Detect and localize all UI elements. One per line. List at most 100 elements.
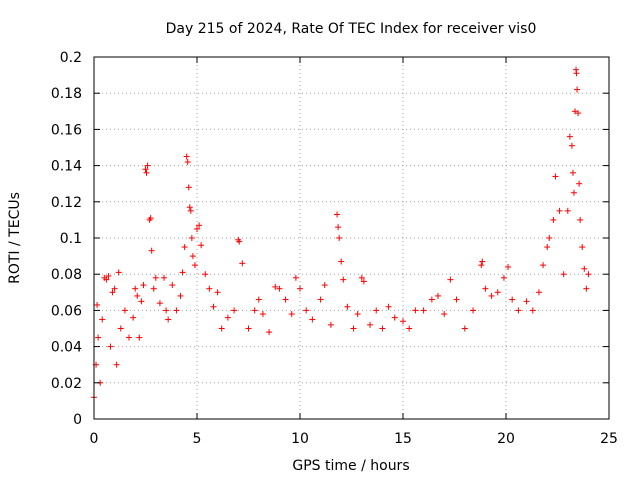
data-point: [566, 133, 573, 140]
data-point: [187, 207, 194, 214]
data-point: [441, 311, 448, 318]
data-point: [292, 274, 299, 281]
x-tick-label: 15: [394, 431, 412, 447]
data-point: [169, 282, 176, 289]
data-point: [500, 274, 507, 281]
grid: [94, 57, 609, 419]
data-point: [354, 311, 361, 318]
data-point: [529, 307, 536, 314]
data-point: [523, 298, 530, 305]
data-point: [109, 289, 116, 296]
x-tick-label: 25: [600, 431, 618, 447]
data-point: [317, 296, 324, 303]
data-point: [350, 325, 357, 332]
data-point: [564, 207, 571, 214]
chart-title: Day 215 of 2024, Rate Of TEC Index for r…: [166, 21, 537, 37]
data-point: [556, 207, 563, 214]
data-point: [544, 244, 551, 251]
data-point: [142, 166, 149, 173]
data-point: [367, 321, 374, 328]
data-point: [550, 216, 557, 223]
data-point: [488, 292, 495, 299]
data-point: [136, 334, 143, 341]
data-point: [179, 269, 186, 276]
data-point: [358, 274, 365, 281]
data-point: [574, 86, 581, 93]
x-axis-label: GPS time / hours: [292, 458, 409, 474]
data-point: [140, 282, 147, 289]
data-point: [336, 235, 343, 241]
data-point: [198, 242, 205, 249]
y-tick-label: 0.08: [51, 267, 82, 283]
x-tick-label: 20: [497, 431, 515, 447]
data-point: [552, 173, 559, 180]
data-point: [470, 307, 477, 314]
data-point: [113, 361, 120, 368]
data-point: [94, 301, 101, 308]
data-point: [400, 318, 406, 325]
data-point: [335, 224, 342, 231]
data-point: [573, 70, 580, 77]
data-point: [194, 225, 200, 232]
y-tick-label: 0.12: [51, 195, 82, 211]
y-tick-labels: 0 0.02 0.04 0.06 0.08 0.1 0.12 0.14 0.16 0.18 0.2: [51, 50, 82, 428]
data-point: [186, 204, 193, 211]
data-point: [581, 265, 588, 272]
data-point: [132, 285, 139, 292]
data-point: [189, 253, 196, 260]
data-point: [103, 276, 110, 283]
data-point: [334, 211, 341, 218]
y-tick-label: 0.14: [51, 159, 82, 175]
data-point: [540, 262, 547, 269]
data-point: [576, 180, 583, 187]
data-point: [360, 278, 367, 285]
data-point: [143, 169, 150, 176]
data-point: [572, 108, 579, 115]
data-point: [344, 303, 351, 310]
y-tick-label: 0.1: [60, 231, 82, 247]
data-point: [163, 307, 170, 314]
data-point: [406, 325, 413, 332]
data-point: [420, 307, 427, 314]
data-point: [161, 274, 168, 281]
data-point: [575, 110, 582, 117]
data-point: [191, 262, 198, 269]
data-point: [546, 235, 553, 241]
data-point: [196, 222, 203, 229]
data-point: [385, 303, 392, 310]
x-tick-label: 0: [90, 431, 99, 447]
data-point: [173, 307, 180, 314]
data-point: [272, 283, 279, 290]
data-point: [435, 292, 442, 299]
data-point: [266, 329, 273, 336]
data-point: [585, 271, 592, 278]
data-point: [95, 334, 102, 341]
data-point: [560, 271, 567, 278]
data-point: [373, 307, 380, 314]
data-point: [276, 285, 283, 292]
data-point: [321, 282, 328, 289]
data-point: [99, 316, 106, 323]
data-point: [206, 285, 213, 292]
data-point: [338, 258, 345, 265]
data-point: [303, 307, 310, 314]
plot-frame: [93, 56, 610, 420]
data-point: [185, 184, 192, 191]
data-point: [569, 169, 576, 176]
y-tick-label: 0.16: [51, 122, 82, 138]
data-point: [107, 343, 114, 350]
data-point: [236, 238, 243, 245]
data-point: [255, 296, 262, 303]
data-point: [138, 298, 145, 305]
data-point: [505, 263, 512, 270]
y-tick-label: 0.06: [51, 303, 82, 319]
data-point: [478, 262, 485, 269]
data-point: [231, 307, 238, 314]
data-point: [181, 244, 188, 251]
data-point: [309, 316, 316, 323]
data-point: [327, 321, 334, 328]
data-point: [147, 215, 154, 222]
data-point: [447, 276, 454, 283]
x-tick-label: 5: [193, 431, 202, 447]
data-point: [297, 285, 303, 292]
